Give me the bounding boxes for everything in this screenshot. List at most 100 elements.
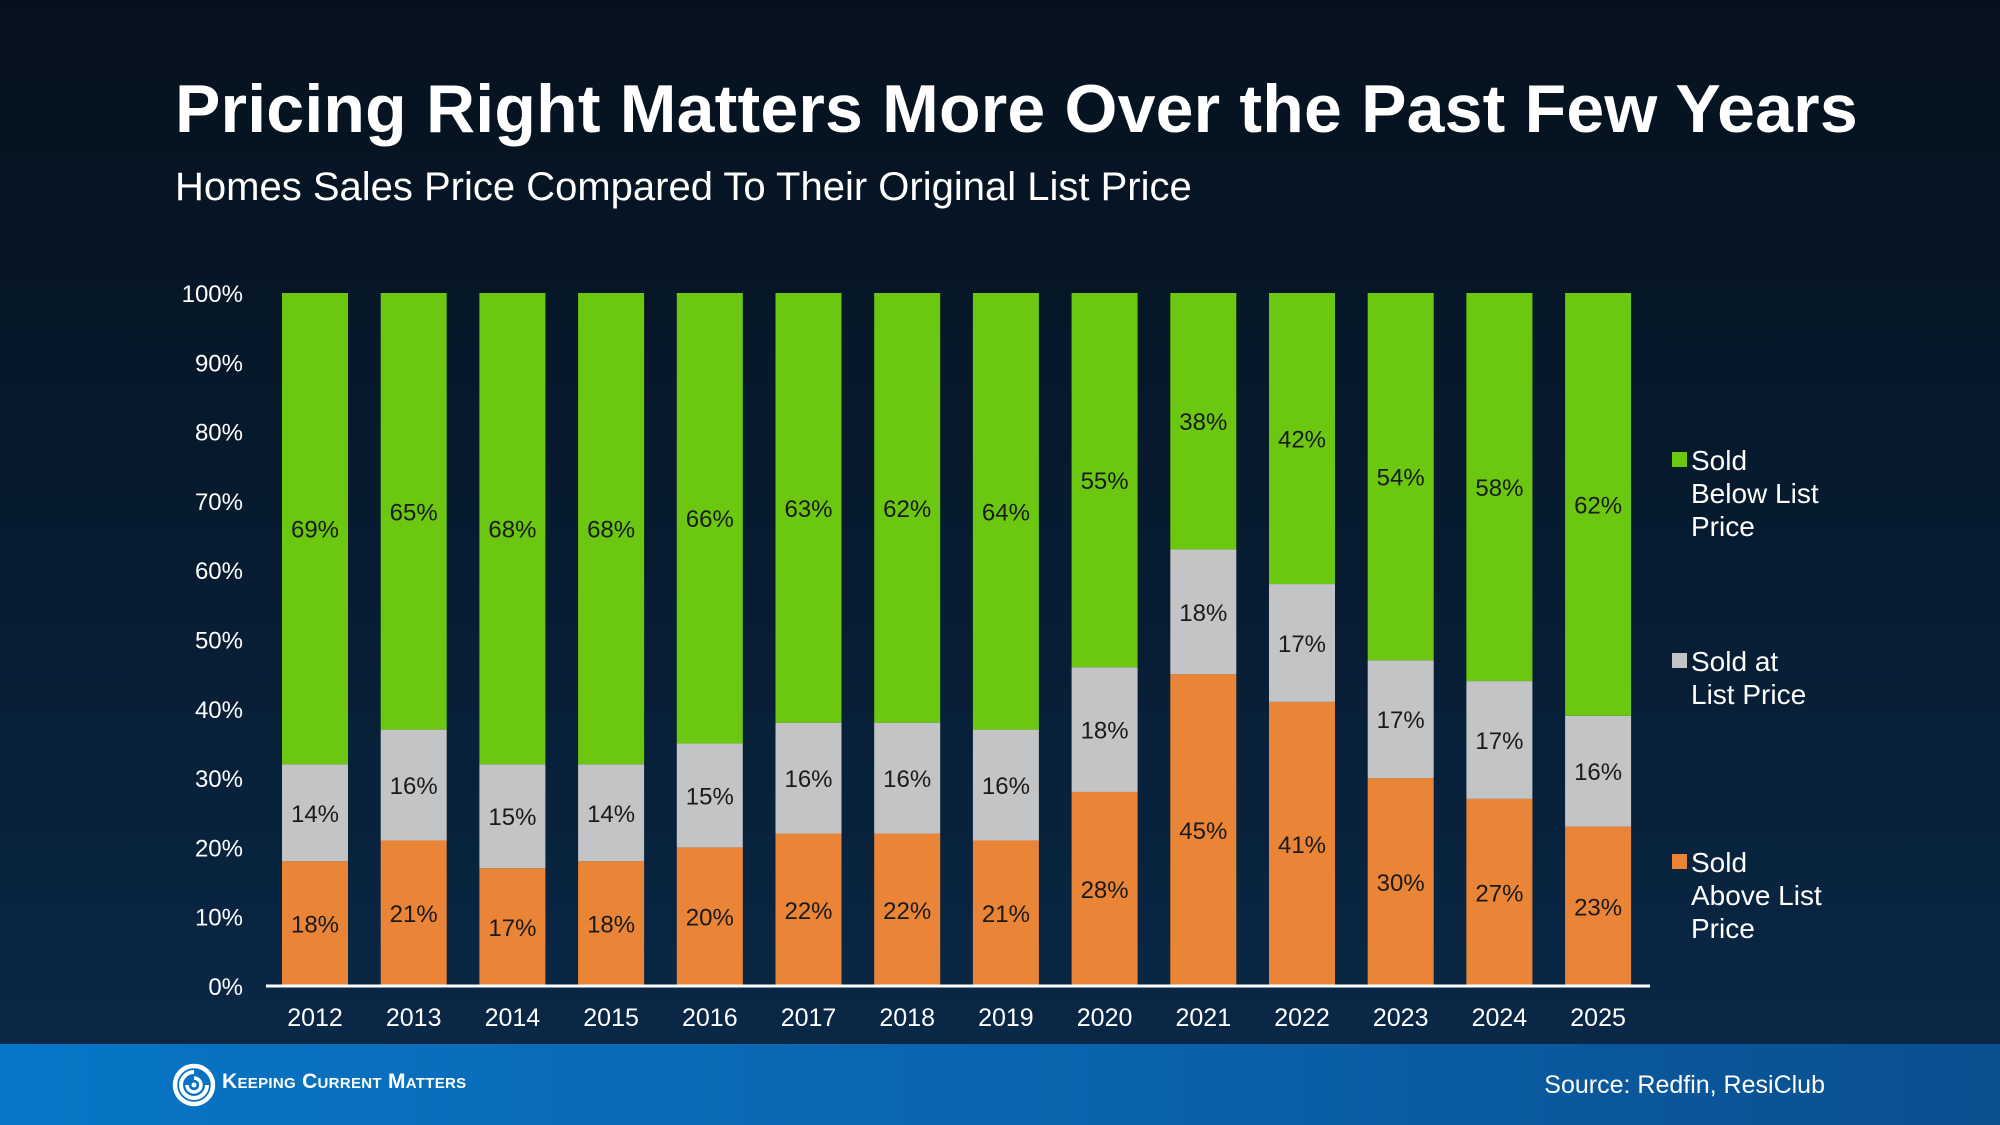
bar-segment-at xyxy=(380,729,447,841)
data-label-at: 16% xyxy=(1574,759,1622,786)
bar-segment-at xyxy=(479,764,546,869)
bar-segment-above xyxy=(1071,791,1138,986)
x-tick-label: 2019 xyxy=(978,1004,1034,1032)
bar-segment-below xyxy=(1466,293,1533,682)
legend-label-line: Sold xyxy=(1691,847,1748,878)
data-label-above: 27% xyxy=(1475,880,1523,907)
data-label-at: 16% xyxy=(982,773,1030,800)
y-tick-label: 70% xyxy=(195,489,243,516)
data-label-above: 30% xyxy=(1377,870,1425,897)
data-label-below: 68% xyxy=(488,517,536,544)
bar-segment-at xyxy=(972,729,1039,841)
x-tick-label: 2017 xyxy=(781,1004,837,1032)
bar-segment-at xyxy=(676,743,743,848)
bar-segment-above xyxy=(380,840,447,986)
bar-segment-above xyxy=(1170,674,1237,986)
bar-segment-at xyxy=(874,722,941,834)
bar-segment-above xyxy=(972,840,1039,986)
data-label-at: 17% xyxy=(1475,728,1523,755)
legend-swatch xyxy=(1672,854,1687,869)
data-label-below: 55% xyxy=(1081,468,1129,495)
x-tick-label: 2013 xyxy=(386,1004,442,1032)
data-label-below: 65% xyxy=(390,499,438,526)
x-tick-label: 2020 xyxy=(1077,1004,1133,1032)
data-label-at: 14% xyxy=(291,801,339,828)
bar-segment-above xyxy=(676,847,743,986)
data-label-above: 21% xyxy=(982,901,1030,928)
bar-segment-above xyxy=(1269,701,1335,986)
bar-segment-below xyxy=(972,293,1039,730)
data-label-below: 64% xyxy=(982,499,1030,526)
data-label-above: 18% xyxy=(291,912,339,939)
legend-label-line: Sold xyxy=(1691,445,1748,476)
bar-segment-above xyxy=(775,833,842,986)
y-tick-label: 80% xyxy=(195,420,243,447)
y-tick-label: 50% xyxy=(195,628,243,655)
y-tick-label: 60% xyxy=(195,558,243,585)
data-label-below: 58% xyxy=(1475,475,1523,502)
data-label-above: 28% xyxy=(1081,877,1129,904)
x-tick-label: 2022 xyxy=(1274,1004,1330,1032)
legend-label: Sold Below List Price xyxy=(1691,444,1871,543)
x-tick-label: 2016 xyxy=(682,1004,738,1032)
bar-segment-at xyxy=(1071,667,1138,792)
y-tick-label: 100% xyxy=(182,281,243,308)
bar-segment-below xyxy=(282,293,348,765)
bar-segment-above xyxy=(1565,826,1632,986)
data-label-above: 22% xyxy=(784,898,832,925)
y-tick-label: 20% xyxy=(195,835,243,862)
y-tick-label: 10% xyxy=(195,905,243,932)
data-label-at: 14% xyxy=(587,801,635,828)
data-label-above: 17% xyxy=(488,915,536,942)
data-label-at: 15% xyxy=(488,804,536,831)
brand-name: Keeping Current Matters xyxy=(222,1070,467,1093)
bar-segment-below xyxy=(1367,293,1434,661)
x-tick-label: 2025 xyxy=(1570,1004,1626,1032)
bar-segment-below xyxy=(380,293,447,730)
bar-segment-above xyxy=(1466,798,1533,986)
bar-segment-at xyxy=(775,722,842,834)
data-label-above: 21% xyxy=(390,901,438,928)
data-label-below: 54% xyxy=(1377,465,1425,492)
y-tick-label: 30% xyxy=(195,766,243,793)
data-label-at: 17% xyxy=(1278,631,1326,658)
chart-subtitle: Homes Sales Price Compared To Their Orig… xyxy=(175,165,1192,209)
data-label-at: 16% xyxy=(883,766,931,793)
data-label-above: 20% xyxy=(686,905,734,932)
bar-segment-below xyxy=(676,293,743,744)
bar-segment-below xyxy=(1071,293,1138,668)
data-label-above: 41% xyxy=(1278,832,1326,859)
data-label-at: 18% xyxy=(1179,600,1227,627)
kcm-swirl-logo-icon xyxy=(172,1063,216,1107)
data-label-at: 18% xyxy=(1081,718,1129,745)
bar-segment-at xyxy=(1170,549,1237,675)
bar-segment-at xyxy=(578,764,645,862)
legend-label: Sold at List Price xyxy=(1691,645,1871,711)
bar-segment-at xyxy=(282,764,348,862)
bar-segment-below xyxy=(775,293,842,723)
x-tick-label: 2015 xyxy=(583,1004,639,1032)
bar-segment-at xyxy=(1269,584,1335,702)
bar-segment-below xyxy=(1269,293,1335,585)
bar-segment-above xyxy=(578,861,645,986)
data-label-above: 18% xyxy=(587,912,635,939)
footer-bar: Keeping Current Matters Source: Redfin, … xyxy=(0,1044,2000,1125)
bar-segment-below xyxy=(1565,293,1632,716)
data-label-above: 22% xyxy=(883,898,931,925)
legend-label-line: Below List xyxy=(1691,478,1819,509)
bar-segment-at xyxy=(1367,660,1434,779)
data-label-at: 15% xyxy=(686,783,734,810)
legend-label-line: Price xyxy=(1691,913,1755,944)
bar-segment-above xyxy=(874,833,941,986)
y-tick-label: 40% xyxy=(195,697,243,724)
legend-label-line: Above List xyxy=(1691,880,1822,911)
x-tick-label: 2021 xyxy=(1175,1004,1231,1032)
data-label-above: 23% xyxy=(1574,894,1622,921)
x-tick-label: 2012 xyxy=(287,1004,343,1032)
bar-segment-below xyxy=(1170,293,1237,550)
x-tick-label: 2014 xyxy=(485,1004,541,1032)
legend-label-line: Price xyxy=(1691,511,1755,542)
data-label-below: 42% xyxy=(1278,427,1326,454)
bar-segment-above xyxy=(1367,778,1434,986)
